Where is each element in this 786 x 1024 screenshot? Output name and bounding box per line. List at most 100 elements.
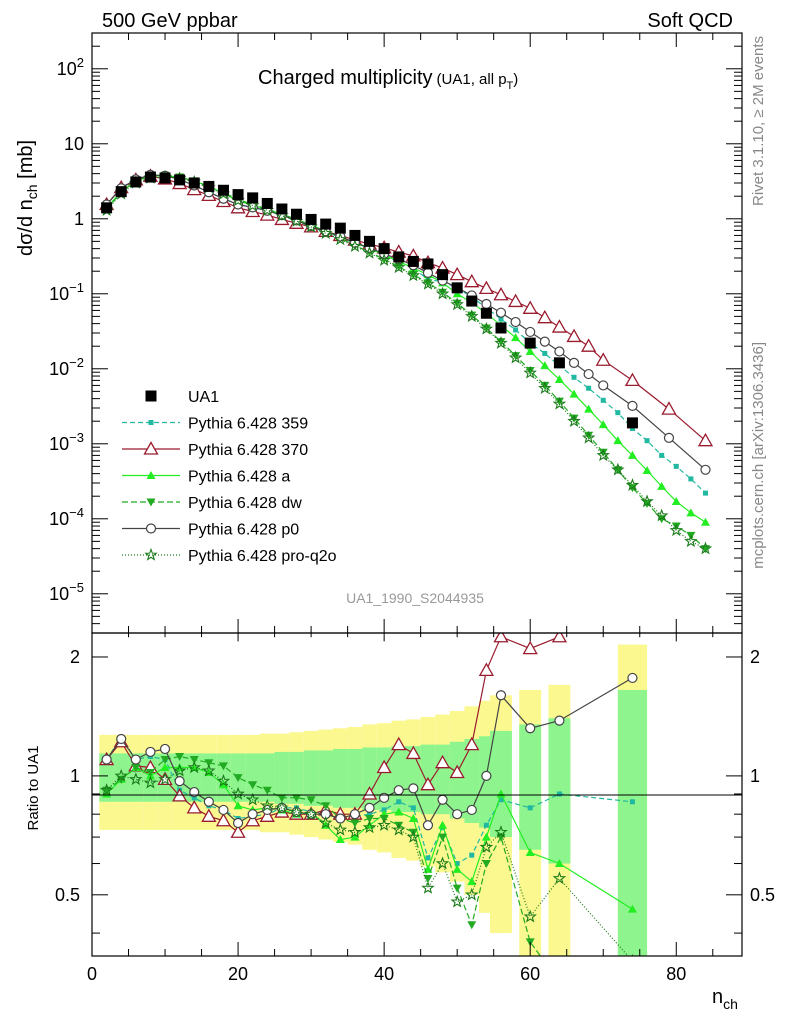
series-point bbox=[406, 268, 421, 282]
series-point bbox=[644, 438, 650, 444]
ratio-point bbox=[189, 786, 200, 798]
series-point bbox=[671, 497, 681, 506]
ratio-point bbox=[555, 979, 564, 987]
x-tick-label: 40 bbox=[374, 964, 394, 984]
y-tick-label: 1 bbox=[74, 209, 84, 229]
ratio-point bbox=[527, 805, 533, 811]
ratio-point bbox=[350, 819, 360, 828]
ratio-point bbox=[145, 746, 156, 758]
band-inner bbox=[617, 689, 648, 956]
legend-marker bbox=[146, 498, 156, 507]
series-point bbox=[525, 326, 536, 338]
legend-label: UA1 bbox=[188, 389, 219, 406]
ua1-point bbox=[217, 184, 229, 196]
series-point bbox=[700, 464, 711, 475]
ua1-point bbox=[188, 177, 200, 189]
ua1-point bbox=[115, 186, 127, 198]
legend-label: Pythia 6.428 pro-q2o bbox=[188, 548, 337, 565]
series-point bbox=[702, 490, 708, 496]
legend-marker bbox=[146, 471, 156, 479]
legend-marker bbox=[148, 420, 154, 425]
ratio-point bbox=[189, 756, 199, 765]
series-point bbox=[554, 374, 564, 383]
y-tick-label: 10−5 bbox=[49, 580, 84, 604]
series-point bbox=[421, 276, 435, 290]
ua1-point bbox=[393, 251, 405, 263]
ratio-point bbox=[130, 754, 141, 765]
ua1-point bbox=[232, 189, 244, 201]
ratio-point bbox=[277, 794, 287, 803]
ratio-point bbox=[245, 812, 261, 827]
ratio-point bbox=[391, 736, 407, 751]
ratio-point bbox=[116, 733, 127, 745]
header-left: 500 GeV ppbar bbox=[102, 10, 238, 32]
axis-ticks: 0 20 40 60 80 10−5 10−4 10−3 10−2 10−1 1 10 102 0.5 0.… bbox=[49, 32, 775, 984]
y-tick-label: 10−1 bbox=[49, 280, 84, 304]
series-point bbox=[523, 365, 537, 379]
y-tick-label: 10−2 bbox=[49, 355, 84, 379]
ratio-point bbox=[215, 812, 232, 827]
series-point bbox=[584, 404, 594, 413]
series-point bbox=[654, 508, 669, 522]
legend-label: Pythia 6.428 p0 bbox=[188, 522, 299, 539]
series-point bbox=[539, 336, 550, 347]
ratio-point bbox=[452, 864, 462, 873]
series-point bbox=[581, 338, 597, 352]
band-inner bbox=[347, 748, 363, 808]
ratio-point bbox=[304, 807, 318, 820]
ratio-point bbox=[438, 833, 448, 842]
series-point bbox=[551, 319, 568, 333]
ratio-point bbox=[260, 798, 275, 812]
series-line-5 bbox=[106, 176, 706, 550]
ratio-point bbox=[556, 791, 562, 797]
ratio-point bbox=[204, 759, 214, 768]
series-point bbox=[657, 481, 667, 490]
ratio-point bbox=[289, 804, 304, 818]
ratio-point bbox=[175, 752, 185, 761]
ratio-point bbox=[291, 794, 301, 803]
series-point bbox=[422, 267, 434, 278]
series-point bbox=[624, 372, 641, 387]
ratio-point bbox=[495, 690, 507, 701]
ratio-point bbox=[160, 756, 170, 765]
band-inner bbox=[548, 718, 571, 864]
series-point bbox=[596, 448, 610, 462]
series-point bbox=[571, 374, 577, 380]
ratio-point bbox=[114, 768, 128, 782]
series-point bbox=[554, 397, 564, 406]
ratio-point bbox=[629, 799, 635, 805]
ratio-point bbox=[348, 825, 362, 838]
ratio-ylabel: Ratio to UA1 bbox=[25, 745, 42, 830]
ratio-point bbox=[481, 860, 491, 869]
ratio-point bbox=[306, 796, 316, 805]
ratio-point bbox=[494, 825, 508, 838]
ratio-point bbox=[449, 764, 465, 779]
band-inner bbox=[333, 748, 348, 808]
ratio-point bbox=[203, 796, 214, 807]
series-point bbox=[481, 324, 491, 333]
series-point bbox=[625, 478, 640, 491]
ratio-point bbox=[365, 815, 375, 824]
series-point bbox=[522, 300, 538, 314]
ratio-point bbox=[216, 774, 231, 787]
ratio-point bbox=[421, 881, 435, 894]
ratio-point bbox=[187, 760, 201, 774]
ratio-point bbox=[233, 774, 243, 783]
series-point bbox=[586, 385, 592, 391]
ratio-point bbox=[333, 822, 348, 836]
ratio-point bbox=[408, 814, 418, 823]
ratio-series bbox=[98, 633, 638, 987]
ratio-point bbox=[522, 640, 538, 655]
ua1-point bbox=[349, 229, 361, 241]
ratio-point bbox=[231, 786, 245, 800]
ua1-point bbox=[364, 235, 376, 247]
band-inner bbox=[318, 750, 334, 806]
header-right: Soft QCD bbox=[647, 10, 733, 32]
series-point bbox=[377, 253, 391, 266]
series-point bbox=[542, 350, 548, 356]
side-label-top: Rivet 3.1.10, ≥ 2M events bbox=[750, 36, 767, 206]
ratio-point bbox=[247, 809, 258, 820]
ratio-point bbox=[434, 754, 451, 769]
series-point bbox=[450, 297, 464, 311]
ratio-point bbox=[554, 715, 565, 726]
